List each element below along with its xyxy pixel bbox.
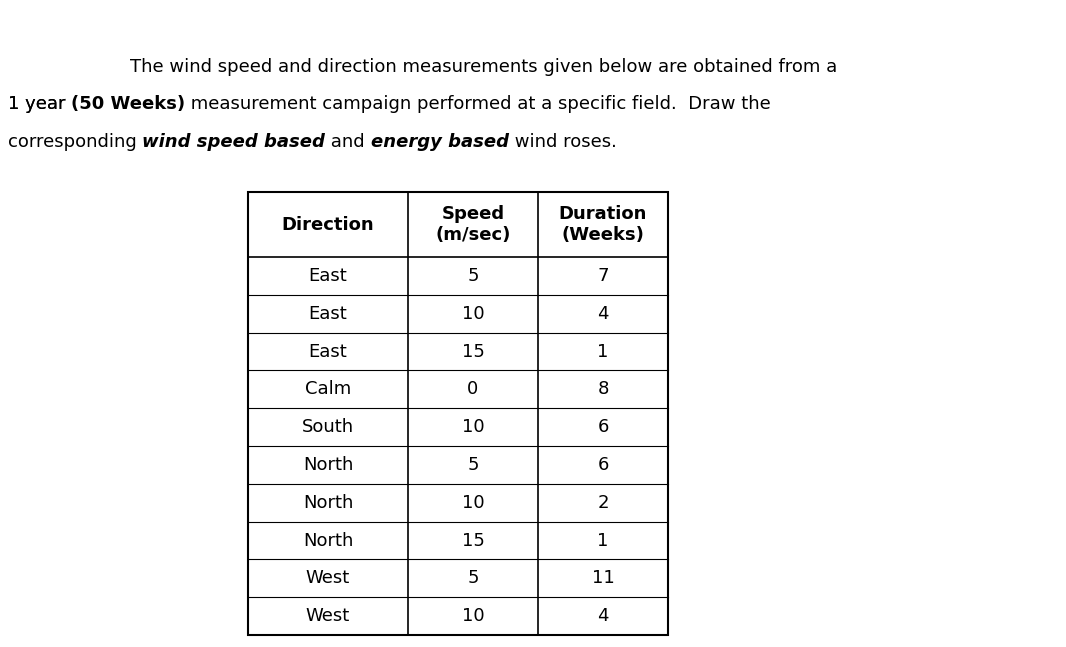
Text: South: South	[302, 418, 354, 436]
Text: The wind speed and direction measurements given below are obtained from a: The wind speed and direction measurement…	[130, 58, 837, 76]
Text: 15: 15	[462, 342, 484, 360]
Text: wind roses.: wind roses.	[508, 133, 616, 151]
Text: 5: 5	[467, 456, 479, 474]
Text: Direction: Direction	[281, 215, 374, 234]
Text: 0: 0	[467, 380, 479, 399]
Text: 7: 7	[597, 267, 609, 285]
Text: 2: 2	[597, 494, 609, 512]
Text: 5: 5	[467, 267, 479, 285]
Text: 10: 10	[462, 494, 484, 512]
Text: East: East	[309, 305, 348, 323]
Text: 1: 1	[597, 342, 609, 360]
Text: Duration
(Weeks): Duration (Weeks)	[559, 205, 647, 244]
Text: (50 Weeks): (50 Weeks)	[71, 95, 185, 113]
Text: North: North	[303, 494, 353, 512]
Text: 5: 5	[467, 569, 479, 587]
Text: measurement campaign performed at a specific field.  Draw the: measurement campaign performed at a spec…	[185, 95, 771, 113]
Text: 1 year: 1 year	[9, 95, 71, 113]
Text: East: East	[309, 342, 348, 360]
Text: 10: 10	[462, 607, 484, 625]
Text: 8: 8	[597, 380, 609, 399]
Text: 15: 15	[462, 531, 484, 549]
Text: West: West	[306, 569, 350, 587]
Text: Speed
(m/sec): Speed (m/sec)	[435, 205, 511, 244]
Text: 6: 6	[597, 456, 609, 474]
Text: North: North	[303, 456, 353, 474]
Text: 1: 1	[597, 531, 609, 549]
Text: 1 year: 1 year	[9, 95, 71, 113]
Text: corresponding: corresponding	[9, 133, 143, 151]
Text: energy based: energy based	[371, 133, 508, 151]
Text: 4: 4	[597, 305, 609, 323]
Text: 6: 6	[597, 418, 609, 436]
Text: 11: 11	[592, 569, 614, 587]
Text: East: East	[309, 267, 348, 285]
Text: 4: 4	[597, 607, 609, 625]
Text: and: and	[325, 133, 371, 151]
Text: North: North	[303, 531, 353, 549]
Text: 10: 10	[462, 418, 484, 436]
Text: Calm: Calm	[305, 380, 351, 399]
Text: West: West	[306, 607, 350, 625]
Text: 10: 10	[462, 305, 484, 323]
Text: wind speed based: wind speed based	[143, 133, 325, 151]
